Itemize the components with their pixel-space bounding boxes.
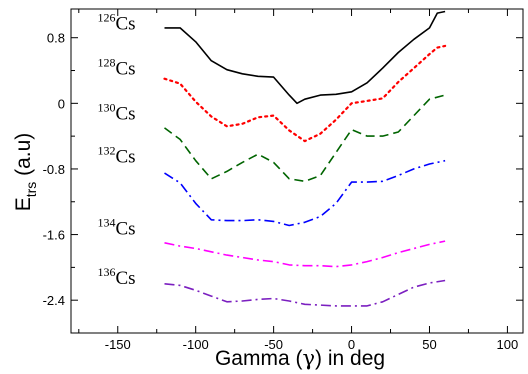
x-tick-label: -50 xyxy=(264,337,283,352)
y-tick-label: 0.8 xyxy=(47,31,65,46)
series-label-element: Cs xyxy=(115,59,135,80)
x-tick-label: -100 xyxy=(183,337,209,352)
series-label-mass: 132 xyxy=(97,143,115,157)
y-axis-title: Etrs (a.u) xyxy=(12,133,39,212)
x-tick-label: 0 xyxy=(348,337,355,352)
y-title-subscript: trs xyxy=(23,182,39,198)
y-tick-label: -1.6 xyxy=(43,228,65,243)
y-tick-label: -0.8 xyxy=(43,162,65,177)
series-label-mass: 134 xyxy=(97,216,115,230)
y-title-unit: (a.u) xyxy=(12,133,35,182)
series-line-134Cs xyxy=(164,240,446,268)
series-label-element: Cs xyxy=(115,14,135,35)
x-axis-ticks: -150 -100 -50 0 50 100 xyxy=(78,9,519,352)
x-tick-label: 50 xyxy=(422,337,436,352)
series-label-mass: 128 xyxy=(97,56,115,70)
series-label-mass: 136 xyxy=(97,265,115,279)
series-label-element: Cs xyxy=(115,146,135,167)
series-label-mass: 126 xyxy=(97,11,115,25)
series-label-128Cs: 128Cs xyxy=(97,56,135,80)
series-label-mass: 130 xyxy=(97,101,115,115)
y-tick-label: 0 xyxy=(58,96,65,111)
series-line-126Cs xyxy=(164,10,446,105)
x-axis-title: Gamma (γ) in deg xyxy=(215,346,385,370)
series-label-126Cs: 126Cs xyxy=(97,11,135,35)
series-line-136Cs xyxy=(164,279,446,307)
x-tick-label: -150 xyxy=(105,337,131,352)
series-label-134Cs: 134Cs xyxy=(97,216,135,240)
y-tick-label: -2.4 xyxy=(43,293,65,308)
series-label-130Cs: 130Cs xyxy=(97,101,135,125)
series-line-132Cs xyxy=(164,159,446,227)
series-label-element: Cs xyxy=(115,219,135,240)
series-label-136Cs: 136Cs xyxy=(97,265,135,289)
plot-frame xyxy=(70,8,524,334)
series-line-128Cs xyxy=(163,44,447,143)
series-line-130Cs xyxy=(164,94,446,183)
y-axis-ticks: -2.4 -1.6 -0.8 0 0.8 xyxy=(43,31,523,334)
series-lines xyxy=(163,10,447,307)
series-label-element: Cs xyxy=(115,268,135,289)
gamma-symbol: γ xyxy=(302,346,315,370)
x-tick-label: 100 xyxy=(497,337,519,352)
series-label-132Cs: 132Cs xyxy=(97,143,135,167)
series-label-element: Cs xyxy=(115,104,135,125)
